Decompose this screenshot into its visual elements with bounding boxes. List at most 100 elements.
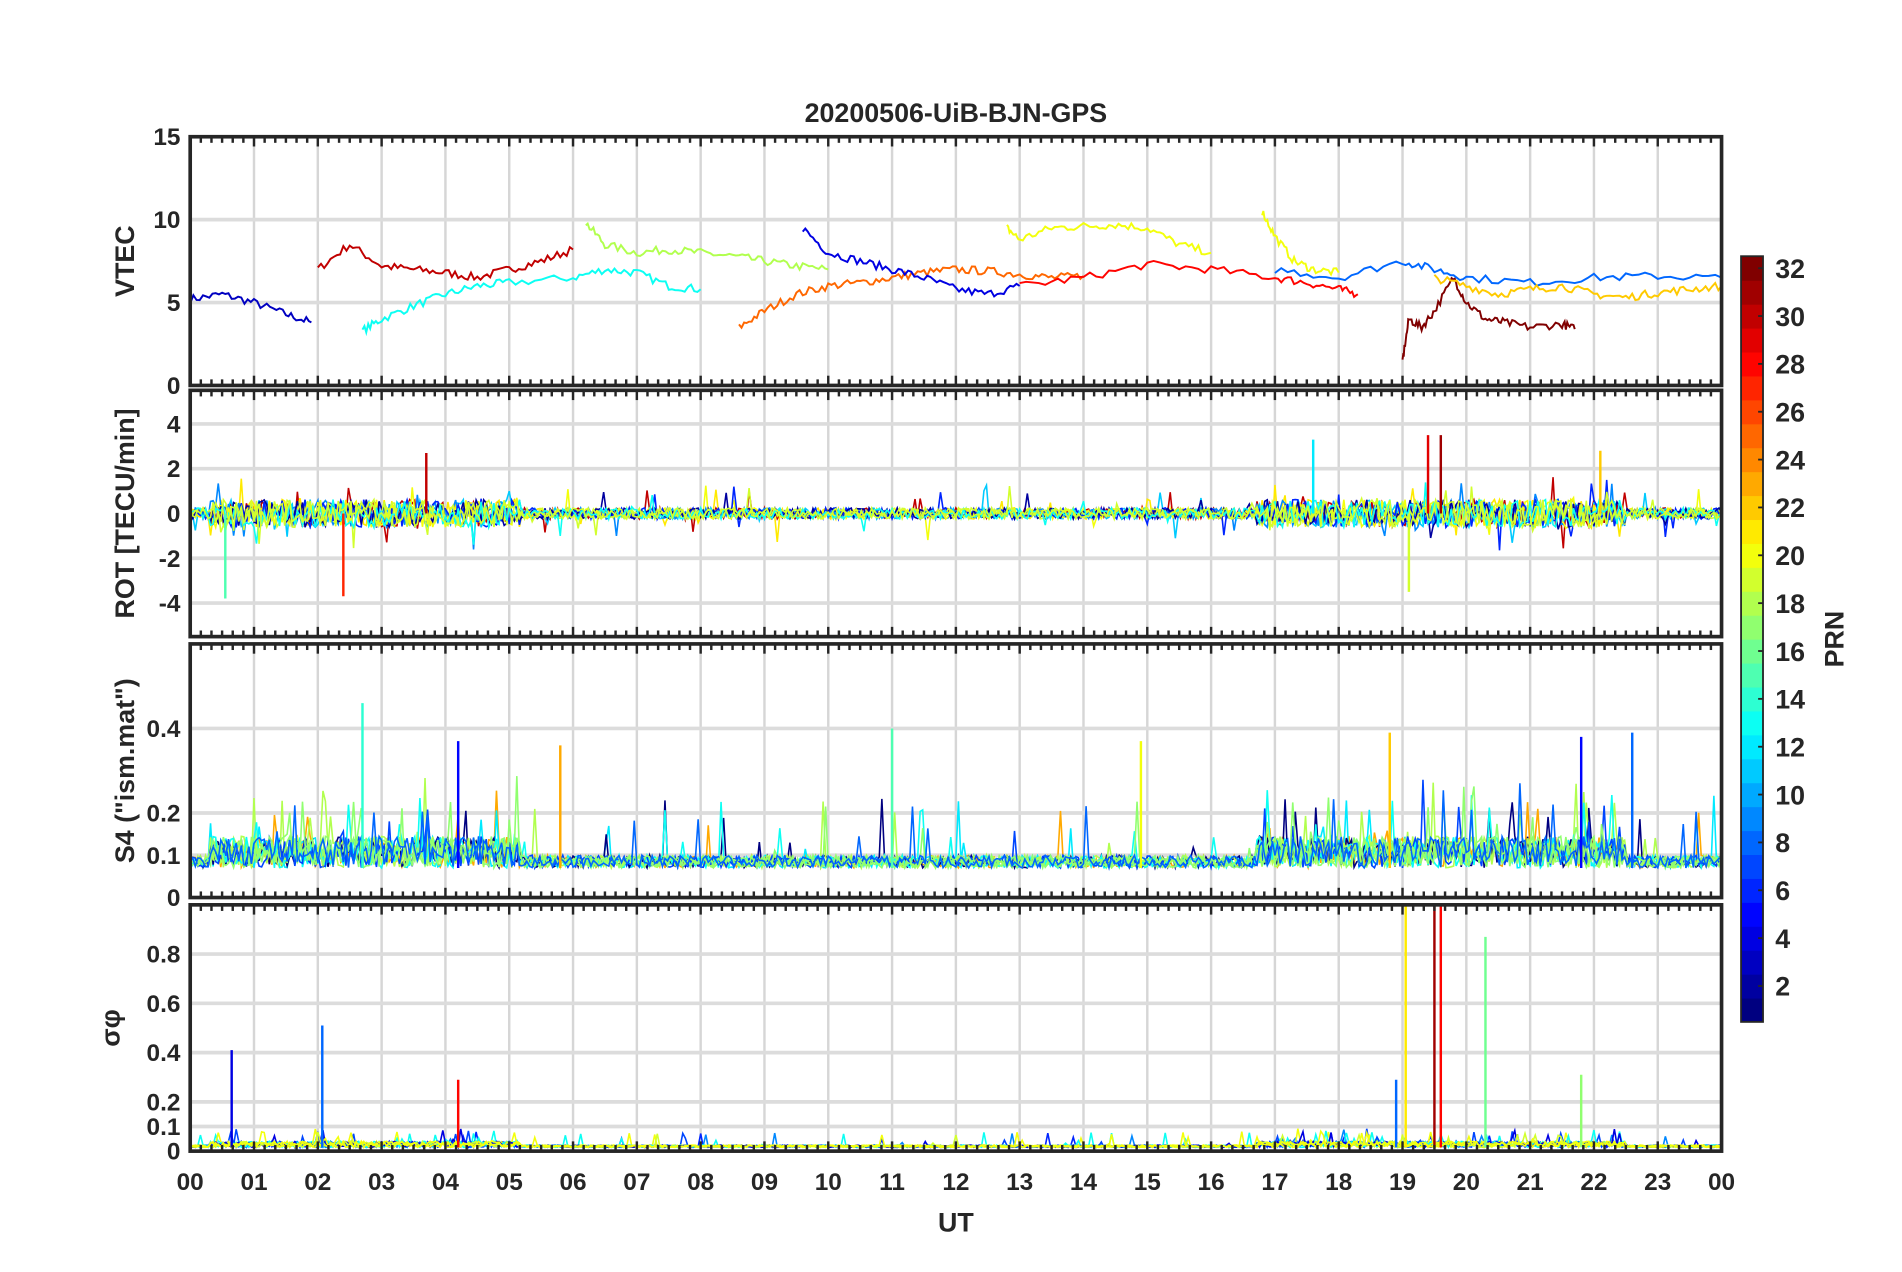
x-tick-label: 20 (1453, 1169, 1480, 1196)
colorbar-tick-label: 12 (1775, 732, 1805, 762)
y-tick-label: 0 (167, 373, 181, 400)
colorbar-swatch (1741, 280, 1764, 305)
x-tick-label: 07 (623, 1169, 650, 1196)
panel-4: 00.10.2 0.4 0.6 0.8 σφ 00 01 02 03 04 05 06 07 08 09 10… (95, 903, 1735, 1196)
series-line-prn-25 (738, 265, 1085, 330)
y-tick-label: 0.1 (147, 1114, 181, 1141)
x-tick-label: 11 (879, 1169, 905, 1196)
colorbar-swatch (1741, 782, 1764, 808)
colorbar-swatch (1741, 543, 1764, 568)
x-tick-label: 05 (496, 1169, 523, 1196)
colorbar-swatch (1741, 878, 1764, 903)
x-tick-label: 02 (304, 1169, 331, 1196)
x-tick-label: 13 (1006, 1169, 1033, 1196)
colorbar-swatch (1741, 758, 1764, 784)
colorbar-swatch (1741, 902, 1764, 927)
series-line-prn-13 (361, 266, 702, 337)
x-tick-label: 23 (1644, 1169, 1671, 1196)
colorbar-swatch (1741, 591, 1764, 616)
colorbar-swatch (1741, 495, 1764, 521)
colorbar-swatch (1741, 567, 1764, 592)
colorbar-swatch (1741, 351, 1764, 377)
colorbar-swatch (1741, 256, 1764, 281)
x-axis-label: UT (938, 1208, 974, 1238)
x-tick-label: 21 (1517, 1169, 1544, 1196)
colorbar-tick-label: 6 (1775, 876, 1790, 906)
colorbar-swatch (1741, 854, 1764, 879)
colorbar-swatch (1741, 399, 1764, 425)
colorbar-tick-label: 20 (1775, 541, 1805, 571)
noise-trace (190, 776, 1722, 871)
y-tick-label: 2 (167, 456, 181, 483)
data-lines (190, 210, 1722, 360)
noise-trace (190, 486, 1722, 549)
data-lines (190, 435, 1722, 599)
y-tick-label: 0.6 (147, 991, 181, 1018)
colorbar-swatch (1741, 639, 1764, 664)
y-tick-label: 0.2 (147, 801, 181, 828)
colorbar-tick-label: 24 (1775, 445, 1805, 475)
colorbar-tick-label: 30 (1775, 302, 1805, 332)
colorbar-swatch (1741, 830, 1764, 856)
y-tick-label: -2 (159, 546, 181, 573)
data-lines (190, 703, 1722, 872)
y-tick-label: -4 (159, 591, 181, 618)
x-tick-label: 19 (1389, 1169, 1416, 1196)
noise-trace (190, 485, 1722, 544)
colorbar-tick-label: 22 (1775, 493, 1805, 523)
x-tick-label: 01 (240, 1169, 267, 1196)
colorbar-tick-label: 32 (1775, 254, 1805, 284)
colorbar-swatch (1741, 662, 1764, 688)
series-line-prn-32 (1401, 276, 1576, 360)
colorbar-swatch (1741, 710, 1764, 736)
y-axis-label: ROT [TECU/min] (110, 408, 140, 618)
colorbar-tick-label: 28 (1775, 350, 1805, 380)
colorbar-swatch (1741, 926, 1764, 951)
colorbar-tick-label: 10 (1775, 780, 1805, 810)
y-tick-label: 0.2 (147, 1089, 181, 1116)
colorbar-tick-label: 4 (1775, 924, 1790, 954)
colorbar-tick-label: 16 (1775, 637, 1805, 667)
x-tick-label: 17 (1261, 1169, 1288, 1196)
colorbar-swatch (1741, 974, 1764, 999)
series-line-prn-30 (317, 243, 574, 282)
colorbar-swatch (1741, 615, 1764, 640)
x-tick-label: 00 (177, 1169, 204, 1196)
colorbar-swatch (1741, 375, 1764, 401)
noise-trace (190, 779, 1722, 871)
colorbar-tick-label: 2 (1775, 972, 1790, 1002)
colorbar-tick-label: 18 (1775, 589, 1805, 619)
colorbar-swatch (1741, 327, 1764, 353)
colorbar-swatch (1741, 423, 1764, 449)
y-tick-label: 15 (153, 124, 180, 151)
colorbar-swatch (1741, 950, 1764, 975)
colorbar-swatch (1741, 471, 1764, 497)
y-tick-label: 4 (167, 411, 181, 438)
colorbar-swatch (1741, 447, 1764, 473)
x-tick-label: 04 (432, 1169, 460, 1196)
series-line-prn-28 (1019, 259, 1359, 299)
y-tick-label: 0 (167, 1139, 181, 1166)
colorbar-swatch (1741, 734, 1764, 760)
x-tick-label: 12 (942, 1169, 969, 1196)
x-tick-label: 16 (1198, 1169, 1225, 1196)
colorbar-tick-label: 8 (1775, 828, 1790, 858)
series-line-prn-4 (801, 226, 1021, 298)
series-line-prn-20 (1261, 210, 1340, 277)
panel-2: -4 -2 0 2 4 ROT [TECU/min] (110, 388, 1724, 639)
colorbar-tick-label: 26 (1775, 397, 1805, 427)
colorbar-swatch (1741, 997, 1764, 1023)
series-line-prn-3 (190, 291, 312, 324)
series-line-prn-20 (1006, 221, 1212, 256)
y-axis-label: σφ (95, 1009, 125, 1047)
colorbar-swatch (1741, 806, 1764, 832)
x-tick-label: 08 (687, 1169, 714, 1196)
x-tick-label: 22 (1580, 1169, 1607, 1196)
panel-1: 0 5 10 15 VTEC (110, 124, 1724, 400)
x-tick-label: 10 (815, 1169, 842, 1196)
y-tick-label: 0.4 (147, 716, 181, 743)
series-line-prn-22 (1433, 274, 1722, 302)
